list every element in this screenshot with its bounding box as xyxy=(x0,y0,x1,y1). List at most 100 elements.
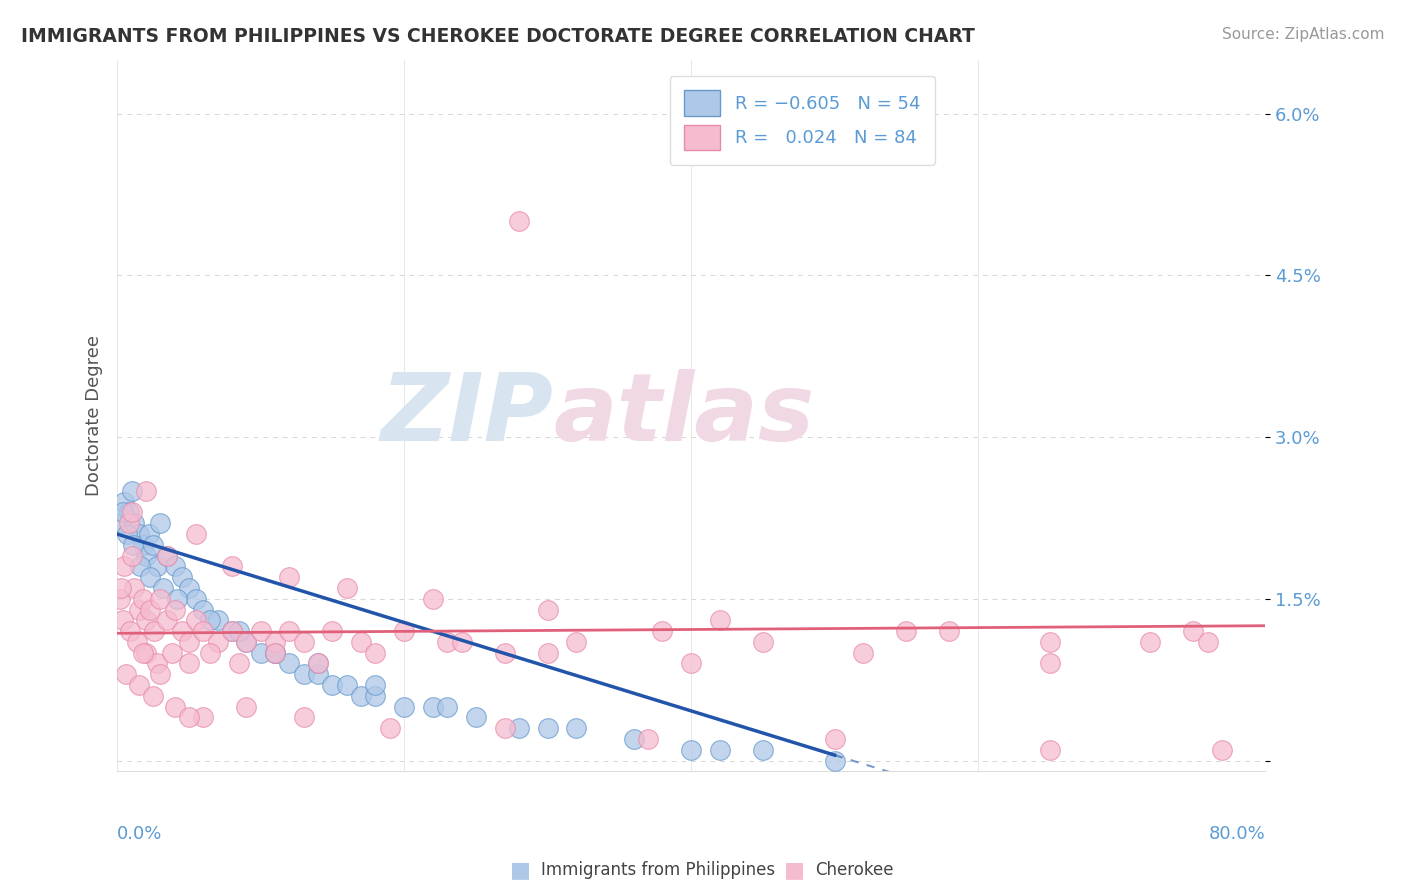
Point xyxy=(681,657,703,671)
Point xyxy=(450,635,472,649)
Point xyxy=(321,678,343,692)
Point xyxy=(537,721,560,735)
Point xyxy=(156,549,179,563)
Point xyxy=(537,646,560,660)
Point xyxy=(350,635,373,649)
Point xyxy=(1039,635,1062,649)
Point xyxy=(112,559,135,574)
Point xyxy=(537,602,560,616)
Point xyxy=(464,710,486,724)
Point xyxy=(207,613,229,627)
Point xyxy=(235,635,257,649)
Point xyxy=(142,538,165,552)
Point xyxy=(623,731,645,746)
Point xyxy=(128,527,150,541)
Point xyxy=(132,538,155,552)
Point xyxy=(221,559,243,574)
Point xyxy=(128,602,150,616)
Point xyxy=(170,570,193,584)
Point xyxy=(378,721,401,735)
Point xyxy=(135,646,157,660)
Point xyxy=(163,559,186,574)
Point xyxy=(152,581,174,595)
Text: IMMIGRANTS FROM PHILIPPINES VS CHEROKEE DOCTORATE DEGREE CORRELATION CHART: IMMIGRANTS FROM PHILIPPINES VS CHEROKEE … xyxy=(21,27,974,45)
Point xyxy=(249,646,271,660)
Text: ■: ■ xyxy=(785,860,804,880)
Point xyxy=(149,667,172,681)
Text: Source: ZipAtlas.com: Source: ZipAtlas.com xyxy=(1222,27,1385,42)
Point xyxy=(135,613,157,627)
Point xyxy=(110,516,132,531)
Point xyxy=(110,581,132,595)
Point xyxy=(852,646,875,660)
Point xyxy=(146,657,169,671)
Point xyxy=(115,527,138,541)
Point xyxy=(681,742,703,756)
Point xyxy=(235,635,257,649)
Point xyxy=(177,657,200,671)
Point xyxy=(278,624,301,639)
Point xyxy=(321,624,343,639)
Point xyxy=(193,624,215,639)
Point xyxy=(177,710,200,724)
Point xyxy=(709,742,731,756)
Point xyxy=(128,678,150,692)
Point xyxy=(111,613,134,627)
Point xyxy=(336,581,359,595)
Point xyxy=(350,689,373,703)
Point xyxy=(752,635,775,649)
Point xyxy=(364,646,387,660)
Point xyxy=(143,624,166,639)
Point xyxy=(193,602,215,616)
Point xyxy=(278,657,301,671)
Point xyxy=(824,754,846,768)
Point xyxy=(364,678,387,692)
Point xyxy=(132,591,155,606)
Point xyxy=(307,667,329,681)
Point xyxy=(436,635,458,649)
Point xyxy=(307,657,329,671)
Text: Cherokee: Cherokee xyxy=(815,861,894,879)
Point xyxy=(824,731,846,746)
Point xyxy=(163,602,186,616)
Point xyxy=(292,710,315,724)
Point xyxy=(249,624,271,639)
Point xyxy=(221,624,243,639)
Point xyxy=(494,646,516,660)
Point xyxy=(221,624,243,639)
Point xyxy=(752,742,775,756)
Point xyxy=(124,516,146,531)
Point xyxy=(364,689,387,703)
Point xyxy=(121,483,143,498)
Point xyxy=(565,635,588,649)
Point xyxy=(200,646,222,660)
Point xyxy=(139,570,162,584)
Point xyxy=(1211,742,1233,756)
Point xyxy=(135,483,157,498)
Text: 0.0%: 0.0% xyxy=(117,825,163,843)
Point xyxy=(121,549,143,563)
Point xyxy=(184,527,207,541)
Point xyxy=(264,646,287,660)
Point xyxy=(156,613,179,627)
Point xyxy=(1139,635,1161,649)
Point xyxy=(228,624,250,639)
Point xyxy=(121,506,143,520)
Point xyxy=(184,591,207,606)
Point xyxy=(228,657,250,671)
Point xyxy=(118,506,141,520)
Point xyxy=(1182,624,1205,639)
Point xyxy=(307,657,329,671)
Point xyxy=(292,635,315,649)
Point xyxy=(565,721,588,735)
Y-axis label: Doctorate Degree: Doctorate Degree xyxy=(86,334,103,496)
Point xyxy=(166,591,188,606)
Point xyxy=(111,506,134,520)
Text: ZIP: ZIP xyxy=(381,369,554,461)
Point xyxy=(122,538,145,552)
Point xyxy=(132,646,155,660)
Point xyxy=(170,624,193,639)
Text: ■: ■ xyxy=(510,860,530,880)
Point xyxy=(637,731,659,746)
Point xyxy=(139,602,162,616)
